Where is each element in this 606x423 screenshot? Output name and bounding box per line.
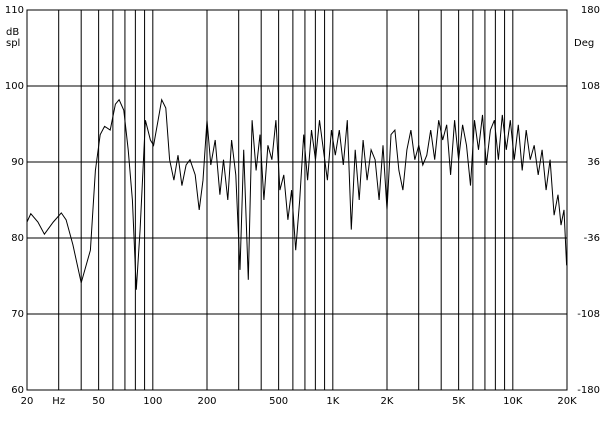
y-tick-label: 90 [11,157,24,168]
x-tick-label: Hz [52,396,65,407]
y2-tick-label: -180 [577,385,600,396]
x-tick-label: 1K [326,396,339,407]
y2-tick-label: 180 [581,5,600,16]
y-tick-label: 70 [11,309,24,320]
x-tick-label: 100 [143,396,162,407]
y2-tick-label: -36 [584,233,600,244]
y-tick-label: 80 [11,233,24,244]
y-label: spl [6,38,20,49]
response-line [26,98,568,290]
y-tick-label: 60 [11,385,24,396]
x-tick-label: 2K [381,396,394,407]
y2-tick-label: 108 [581,81,600,92]
y-tick-label: 100 [5,81,24,92]
x-tick-label: 10K [503,396,523,407]
x-tick-label: 20K [557,396,577,407]
x-tick-label: 20 [21,396,34,407]
plot-frame [26,9,568,391]
y-label: dB [6,27,19,38]
y2-tick-label: -108 [577,309,600,320]
y2-tick-label: 36 [587,157,600,168]
x-tick-label: 50 [92,396,105,407]
y-tick-label: 110 [5,5,24,16]
x-tick-label: 5K [452,396,465,407]
y2-label: Deg [574,38,594,49]
x-tick-label: 500 [269,396,288,407]
x-tick-label: 200 [197,396,216,407]
